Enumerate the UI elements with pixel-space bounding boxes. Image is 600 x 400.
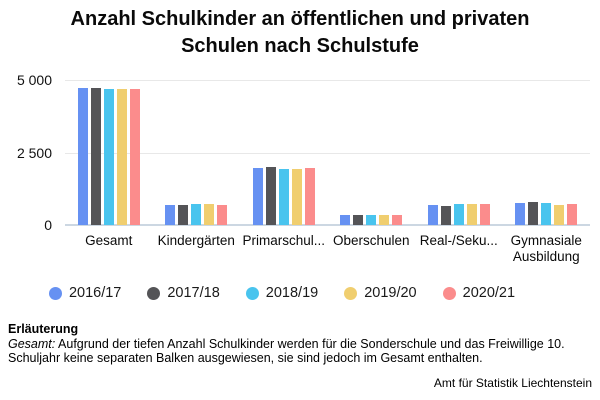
bar-2016/17 <box>77 88 88 225</box>
bar-group-4 <box>328 80 416 225</box>
bar-2019/20 <box>204 204 215 225</box>
y-tick-label: 5 000 <box>16 72 52 88</box>
legend-label: 2019/20 <box>364 285 417 301</box>
bar-2016/17 <box>252 168 263 225</box>
bar-group-3 <box>240 80 328 225</box>
bar-2019/20 <box>554 205 565 225</box>
bar-2016/17 <box>427 205 438 225</box>
x-tick-label-3: Primarschul... <box>242 233 326 248</box>
bar-2017/18 <box>90 88 101 225</box>
bar-2020/21 <box>392 215 403 225</box>
legend-dot-icon <box>245 286 259 300</box>
footnote-heading: Erläuterung <box>8 322 79 336</box>
footnote-term: Gesamt: <box>8 336 56 351</box>
bar-2020/21 <box>304 168 315 225</box>
legend-dot-icon <box>442 286 456 300</box>
legend-label: 2018/19 <box>265 285 319 301</box>
bar-group-2 <box>153 80 241 225</box>
gridline-5000 <box>65 80 590 81</box>
bar-2016/17 <box>340 215 351 225</box>
bar-2019/20 <box>116 89 127 225</box>
y-tick-label: 0 <box>44 217 52 233</box>
x-tick-label-1: Gesamt <box>85 233 133 248</box>
bar-group-1 <box>65 80 153 225</box>
bar-2020/21 <box>567 204 578 225</box>
bar-2017/18 <box>353 215 364 225</box>
legend-dot-icon <box>147 286 161 300</box>
x-tick-label-4: Oberschulen <box>332 233 410 248</box>
bar-2018/19 <box>453 204 464 225</box>
legend-item-2017/18[interactable]: 2017/18 <box>147 285 220 301</box>
bar-2019/20 <box>291 169 302 225</box>
chart-title: Anzahl Schulkinder an öffentlichen und p… <box>70 8 530 57</box>
legend-item-2016/17[interactable]: 2016/17 <box>48 285 122 301</box>
legend-dot-icon <box>48 286 62 300</box>
footnote-body: Aufgrund der tiefen Anzahl Schulkinder w… <box>8 336 565 366</box>
x-tick-label-5: Real-/Seku... <box>419 233 498 248</box>
bar-2016/17 <box>165 205 176 225</box>
legend-label: 2016/17 <box>68 285 122 301</box>
bar-2018/19 <box>191 204 202 225</box>
bar-2020/21 <box>479 204 490 225</box>
x-axis-line <box>65 224 590 226</box>
bar-group-5 <box>415 80 503 225</box>
x-axis-labels: Gesamt Kindergärten Primarschul... Oberschu… <box>65 233 590 264</box>
legend-dot-icon <box>344 286 358 300</box>
legend-item-2020/21[interactable]: 2020/21 <box>442 285 516 301</box>
source-attribution: Amt für Statistik Liechtenstein <box>433 376 592 390</box>
bar-groups <box>65 80 590 225</box>
bar-2018/19 <box>366 215 377 225</box>
bar-2020/21 <box>217 205 228 225</box>
bar-2019/20 <box>466 204 477 225</box>
bar-2018/19 <box>103 89 114 225</box>
bar-2020/21 <box>129 89 140 225</box>
bar-2016/17 <box>515 203 526 225</box>
legend: 2016/17 2017/18 2018/19 2019/20 2020/21 <box>0 285 564 301</box>
gridline-2500 <box>65 152 590 154</box>
legend-label: 2020/21 <box>462 285 516 301</box>
bar-2018/19 <box>541 203 552 225</box>
legend-item-2018/19[interactable]: 2018/19 <box>245 285 319 301</box>
plot-area <box>65 80 590 226</box>
bar-2017/18 <box>528 202 539 225</box>
y-tick-label: 2 500 <box>16 144 52 161</box>
legend-item-2019/20[interactable]: 2019/20 <box>344 285 417 301</box>
bar-2017/18 <box>178 205 189 225</box>
bar-2017/18 <box>440 206 451 225</box>
footnote-text: Gesamt: Aufgrund der tiefen Anzahl Schul… <box>8 337 592 366</box>
x-tick-label-6: Gymnasiale Ausbildung <box>510 233 582 264</box>
bar-2019/20 <box>379 215 390 225</box>
legend-label: 2017/18 <box>167 285 220 301</box>
bar-2018/19 <box>278 169 289 225</box>
bar-2017/18 <box>265 167 276 225</box>
x-tick-label-2: Kindergärten <box>157 233 235 248</box>
footnote: Erläuterung Gesamt: Aufgrund der tiefen … <box>8 322 592 366</box>
bar-group-6 <box>503 80 591 225</box>
